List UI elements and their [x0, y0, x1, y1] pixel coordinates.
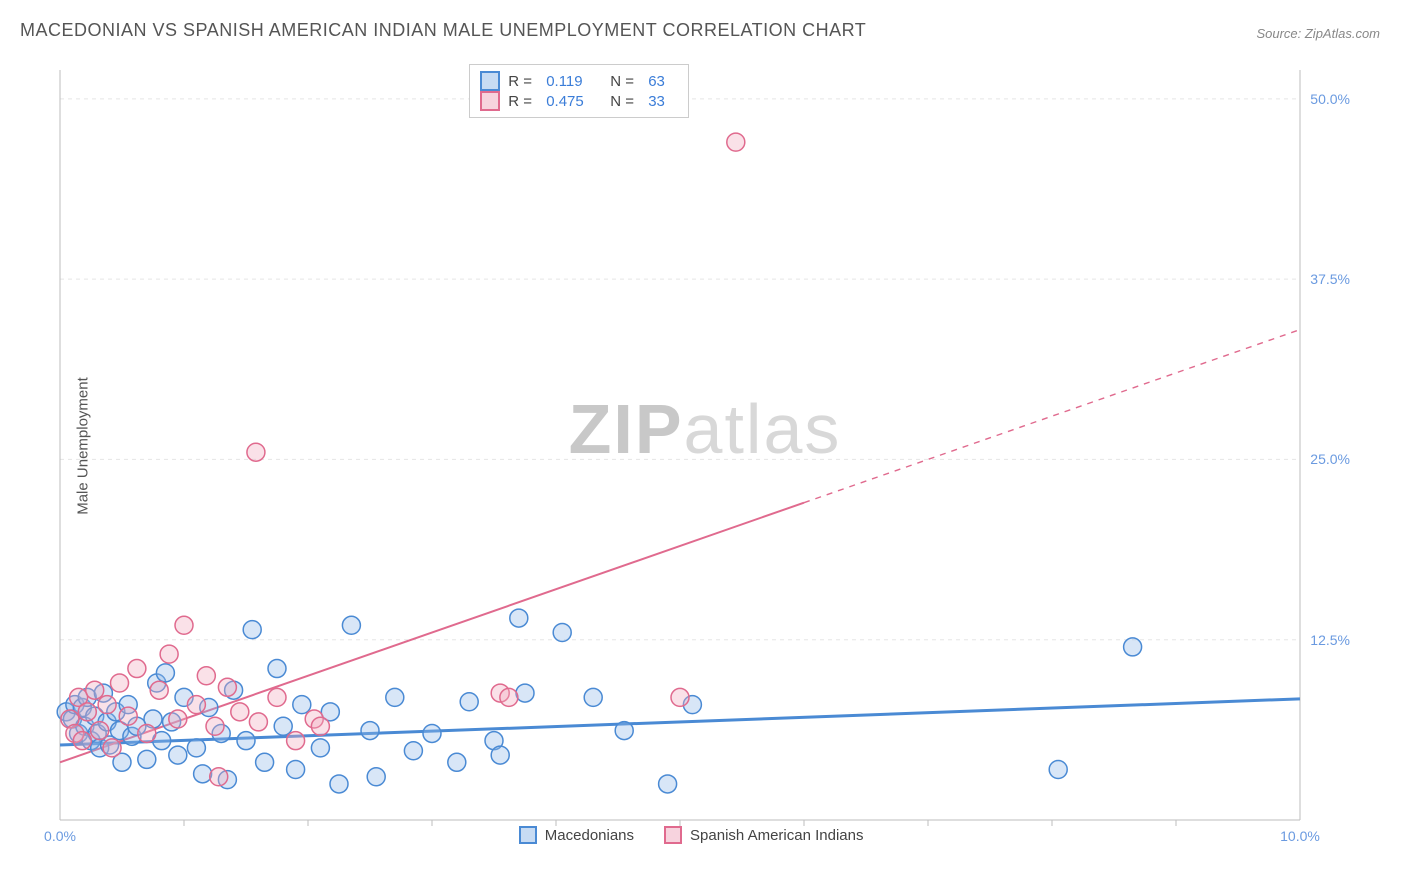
- legend-item: Macedonians: [519, 826, 634, 844]
- x-tick-label: 0.0%: [44, 828, 76, 844]
- data-point: [553, 624, 571, 642]
- source-label: Source: ZipAtlas.com: [1256, 26, 1380, 41]
- data-point: [516, 684, 534, 702]
- scatter-chart: [50, 60, 1360, 830]
- data-point: [311, 717, 329, 735]
- r-prefix: R =: [508, 93, 538, 110]
- data-point: [491, 746, 509, 764]
- data-point: [138, 750, 156, 768]
- data-point: [197, 667, 215, 685]
- data-point: [268, 688, 286, 706]
- data-point: [237, 732, 255, 750]
- n-value: 63: [648, 73, 678, 90]
- data-point: [231, 703, 249, 721]
- data-point: [330, 775, 348, 793]
- data-point: [150, 681, 168, 699]
- r-prefix: R =: [508, 73, 538, 90]
- data-point: [361, 722, 379, 740]
- data-point: [404, 742, 422, 760]
- data-point: [160, 645, 178, 663]
- data-point: [247, 443, 265, 461]
- data-point: [73, 732, 91, 750]
- data-point: [274, 717, 292, 735]
- data-point: [156, 664, 174, 682]
- data-point: [584, 688, 602, 706]
- data-point: [448, 753, 466, 771]
- data-point: [194, 765, 212, 783]
- y-tick-label: 25.0%: [1310, 451, 1350, 467]
- data-point: [206, 717, 224, 735]
- data-point: [249, 713, 267, 731]
- r-legend-row: R = 0.475 N = 33: [480, 91, 678, 111]
- data-point: [287, 761, 305, 779]
- data-point: [256, 753, 274, 771]
- r-legend-row: R = 0.119 N = 63: [480, 71, 678, 91]
- data-point: [78, 703, 96, 721]
- n-prefix: N =: [610, 93, 640, 110]
- y-tick-label: 37.5%: [1310, 271, 1350, 287]
- data-point: [175, 616, 193, 634]
- legend-item: Spanish American Indians: [664, 826, 863, 844]
- legend-label: Macedonians: [545, 827, 634, 844]
- legend-swatch: [480, 91, 500, 111]
- data-point: [187, 739, 205, 757]
- x-tick-label: 10.0%: [1280, 828, 1320, 844]
- data-point: [311, 739, 329, 757]
- n-prefix: N =: [610, 73, 640, 90]
- n-value: 33: [648, 93, 678, 110]
- data-point: [1124, 638, 1142, 656]
- data-point: [386, 688, 404, 706]
- legend-swatch: [519, 826, 537, 844]
- trend-line-1-extrapolated: [804, 330, 1300, 503]
- data-point: [169, 746, 187, 764]
- data-point: [218, 678, 236, 696]
- data-point: [342, 616, 360, 634]
- data-point: [460, 693, 478, 711]
- data-point: [423, 724, 441, 742]
- data-point: [615, 722, 633, 740]
- data-point: [510, 609, 528, 627]
- chart-area: ZIPatlas R = 0.119 N = 63 R = 0.475 N = …: [50, 60, 1360, 830]
- data-point: [169, 710, 187, 728]
- data-point: [111, 674, 129, 692]
- y-tick-label: 12.5%: [1310, 632, 1350, 648]
- data-point: [98, 696, 116, 714]
- data-point: [119, 707, 137, 725]
- data-point: [268, 660, 286, 678]
- data-point: [367, 768, 385, 786]
- data-point: [91, 722, 109, 740]
- data-point: [243, 621, 261, 639]
- data-point: [138, 724, 156, 742]
- data-point: [187, 696, 205, 714]
- data-point: [293, 696, 311, 714]
- data-point: [128, 660, 146, 678]
- r-value: 0.475: [546, 93, 602, 110]
- data-point: [86, 681, 104, 699]
- r-value: 0.119: [546, 73, 602, 90]
- data-point: [1049, 761, 1067, 779]
- legend-swatch: [664, 826, 682, 844]
- y-tick-label: 50.0%: [1310, 91, 1350, 107]
- data-point: [727, 133, 745, 151]
- data-point: [671, 688, 689, 706]
- data-point: [210, 768, 228, 786]
- data-point: [103, 739, 121, 757]
- chart-title: MACEDONIAN VS SPANISH AMERICAN INDIAN MA…: [20, 20, 866, 41]
- data-point: [659, 775, 677, 793]
- data-point: [500, 688, 518, 706]
- legend-swatch: [480, 71, 500, 91]
- legend-label: Spanish American Indians: [690, 827, 863, 844]
- r-legend-box: R = 0.119 N = 63 R = 0.475 N = 33: [469, 64, 689, 118]
- series-legend: Macedonians Spanish American Indians: [519, 826, 864, 844]
- data-point: [287, 732, 305, 750]
